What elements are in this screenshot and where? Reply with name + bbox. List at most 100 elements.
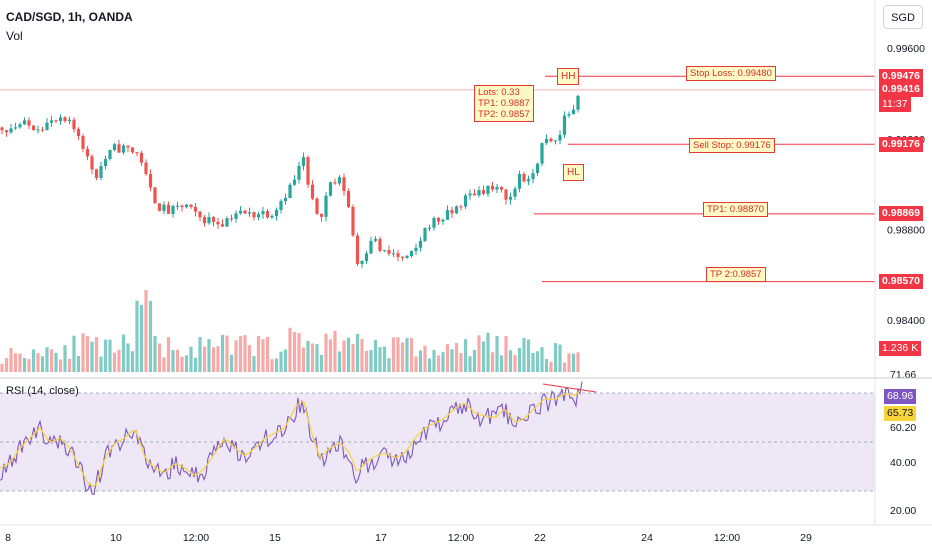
symbol-title[interactable]: CAD/SGD, 1h, OANDA [6, 10, 133, 24]
candle-body [333, 182, 337, 184]
candle-body [220, 224, 225, 227]
candle-body [306, 157, 310, 185]
candle-body [558, 134, 562, 141]
volume-bar [522, 337, 526, 372]
level-label-stop-loss[interactable]: Stop Loss: 0.99480 [686, 66, 776, 81]
volume-bar [121, 334, 126, 372]
volume-bar [468, 356, 472, 372]
volume-bar [463, 339, 468, 372]
candle-body [18, 124, 22, 128]
candle-body [99, 165, 103, 178]
volume-bar [535, 351, 540, 372]
level-label-tp1[interactable]: TP1: 0.98870 [703, 202, 769, 217]
candle-body [517, 174, 522, 189]
candle-body [0, 127, 4, 131]
volume-bar [481, 341, 486, 372]
volume-bar [67, 358, 72, 372]
candle-body [396, 253, 400, 257]
candle-body [90, 156, 94, 170]
volume-bar [58, 359, 63, 372]
lots-annotation[interactable]: Lots: 0.33 TP1: 0.9887 TP2: 0.9857 [474, 85, 534, 122]
volume-bar [13, 353, 18, 372]
candle-body [157, 203, 162, 211]
lots-annotation-line: Lots: 0.33 [478, 87, 520, 98]
hh-annotation[interactable]: HH [557, 68, 580, 85]
volume-bar [378, 347, 382, 372]
volume-bar [4, 358, 9, 372]
level-lines [0, 75, 875, 283]
volume-bar [369, 350, 373, 372]
volume-bar [517, 347, 522, 372]
candle-body [355, 235, 360, 264]
price-tick-label: 0.98800 [887, 224, 925, 236]
volume-bar [99, 356, 103, 372]
candle-body [364, 253, 369, 261]
volume-legend[interactable]: Vol [6, 29, 23, 43]
candle-body [63, 117, 67, 122]
candle-body [288, 184, 292, 198]
volume-bar [486, 332, 490, 372]
volume-bar [279, 351, 283, 372]
time-tick-label: 12:00 [714, 532, 740, 544]
volume-bar [202, 346, 207, 372]
rsi-divergence-line [542, 383, 597, 393]
volume-bar [207, 339, 211, 372]
candle-body [162, 204, 166, 211]
candle-body [234, 213, 238, 219]
volume-bar [85, 336, 90, 372]
level-label-tp2[interactable]: TP 2:0.9857 [706, 267, 766, 282]
candle-body [495, 187, 499, 190]
candle-body [49, 120, 54, 123]
volume-bar [454, 342, 459, 372]
hl-annotation[interactable]: HL [563, 164, 584, 181]
candle-body [274, 209, 279, 217]
candle-body [549, 138, 553, 142]
volume-bar [31, 349, 36, 372]
volume-bar [355, 333, 360, 372]
candle-body [301, 157, 306, 166]
candle-body [360, 260, 364, 264]
candle-body [229, 218, 234, 220]
volume-bar [405, 337, 409, 372]
candle-body [130, 147, 135, 153]
time-tick-label: 22 [534, 532, 546, 544]
time-tick-label: 24 [641, 532, 653, 544]
rsi-legend[interactable]: RSI (14, close) [6, 385, 79, 397]
volume-bar [252, 356, 256, 372]
volume-bar [513, 354, 517, 372]
candle-body [576, 95, 580, 110]
volume-bar [198, 337, 202, 372]
volume-bar [441, 352, 445, 372]
volume-bar [144, 290, 148, 372]
price-tag-sell-stop: 0.99176 [879, 136, 923, 152]
rsi-value-tag: 68.96 [884, 389, 917, 404]
volume-bar [234, 340, 238, 372]
volume-bar [184, 355, 189, 372]
time-tick-label: 10 [110, 532, 122, 544]
candle-body [265, 211, 270, 218]
rsi-tick-label: 20.00 [890, 505, 916, 517]
candle-body [283, 197, 288, 202]
volume-bar [180, 356, 184, 372]
volume-bar [423, 345, 427, 372]
volume-bar [211, 347, 216, 372]
candle-body [553, 140, 558, 142]
level-label-sell-stop[interactable]: Sell Stop: 0.99176 [689, 138, 775, 153]
time-tick-label: 17 [375, 532, 387, 544]
volume-bar [22, 357, 27, 372]
candle-body [418, 240, 423, 248]
volume-bar [459, 353, 463, 372]
candle-body [522, 174, 526, 182]
candle-body [324, 195, 328, 217]
volume-bar [531, 352, 535, 372]
currency-button[interactable]: SGD [883, 5, 923, 29]
candle-body [382, 250, 387, 252]
candle-body [468, 193, 472, 196]
volume-bar [490, 352, 495, 372]
volume-bar [418, 350, 423, 372]
volume-bar [135, 300, 139, 372]
candle-body [22, 120, 27, 125]
candle-body [535, 163, 540, 174]
volume-bar [436, 355, 441, 372]
